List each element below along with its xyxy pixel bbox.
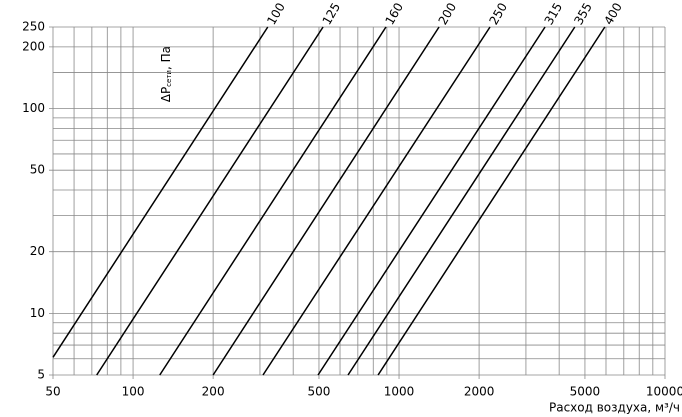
y-tick-label: 50 xyxy=(30,163,45,177)
series-line xyxy=(159,26,387,376)
x-tick-label: 200 xyxy=(202,385,225,399)
x-tick-label: 1000 xyxy=(384,385,415,399)
y-tick-label: 250 xyxy=(22,20,45,34)
x-tick-label: 100 xyxy=(122,385,145,399)
series-label: 100 xyxy=(264,0,288,27)
y-label-main: ΔP xyxy=(159,87,173,102)
series-line xyxy=(377,26,606,376)
x-tick-label: 500 xyxy=(308,385,331,399)
y-label-unit: , Па xyxy=(159,46,173,70)
x-tick-label: 10000 xyxy=(646,385,682,399)
series-label: 160 xyxy=(382,0,406,27)
series-label: 355 xyxy=(571,0,595,27)
y-tick-label: 20 xyxy=(30,244,45,258)
x-tick-label: 2000 xyxy=(464,385,495,399)
series-line xyxy=(52,26,269,358)
y-axis-label: ΔPсети, Па xyxy=(159,46,174,102)
y-tick-label: 5 xyxy=(37,368,45,382)
series-label: 125 xyxy=(320,0,344,27)
series-label: 200 xyxy=(436,0,460,27)
x-tick-label: 50 xyxy=(45,385,60,399)
series-line xyxy=(347,26,576,376)
series-line xyxy=(96,26,324,376)
series-line xyxy=(212,26,440,376)
y-label-sub: сети xyxy=(165,70,173,87)
x-tick-label: 5000 xyxy=(570,385,601,399)
series-line xyxy=(262,26,491,376)
series-label: 315 xyxy=(542,0,566,27)
x-axis-label: Расход воздуха, м³/ч xyxy=(549,401,680,415)
series-label: 400 xyxy=(601,0,625,27)
y-tick-label: 10 xyxy=(30,306,45,320)
y-tick-label: 100 xyxy=(22,101,45,115)
series-label: 250 xyxy=(487,0,511,27)
y-tick-label: 200 xyxy=(22,39,45,53)
series-line xyxy=(317,26,546,376)
